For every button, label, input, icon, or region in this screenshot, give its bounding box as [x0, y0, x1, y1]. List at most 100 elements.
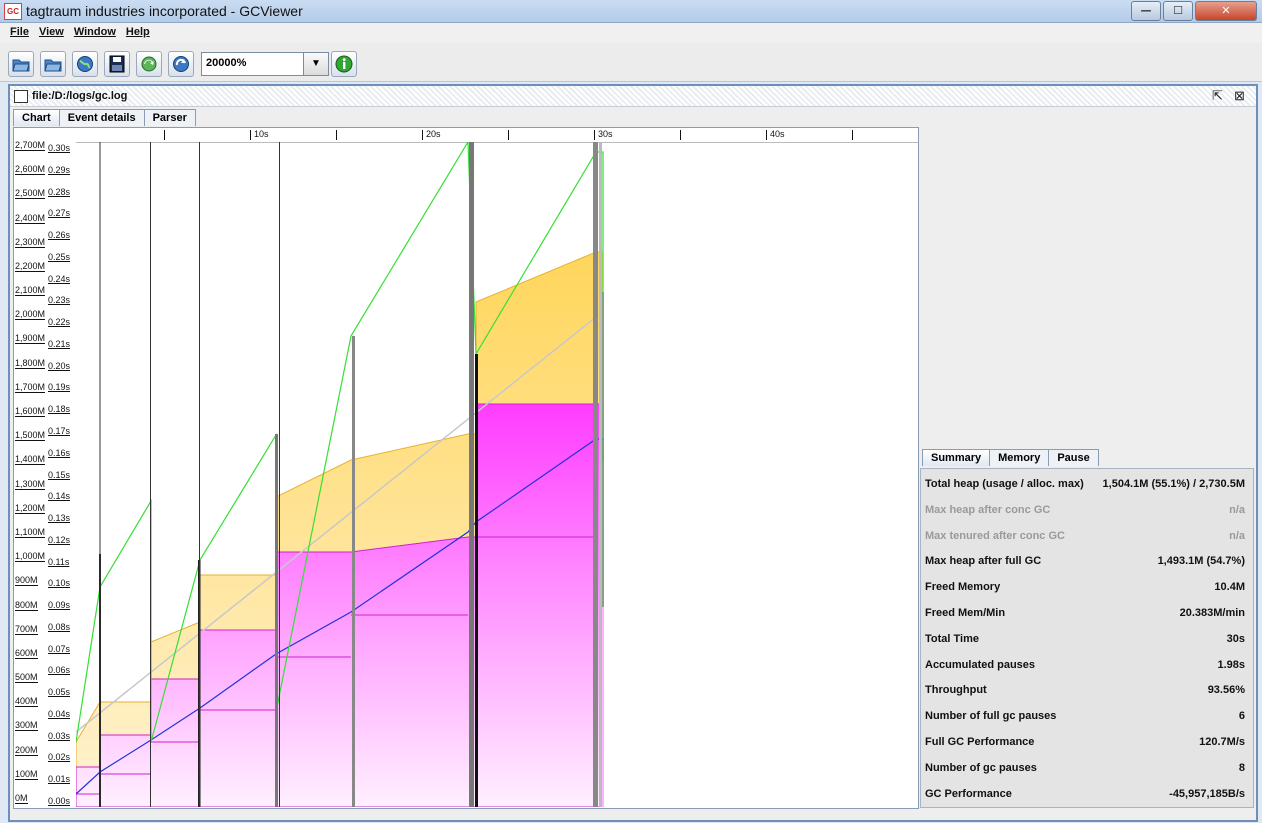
summary-row: Full GC Performance 120.7M/s	[925, 733, 1245, 751]
summary-row: Max heap after conc GC n/a	[925, 501, 1245, 519]
memory-axis-label: 800M	[15, 599, 38, 611]
pause-axis-label: 0.03s	[48, 730, 71, 741]
chart-panel[interactable]: 10s 20s 30s 40s 2,700M 2,600M 2,500M 2,400M…	[13, 127, 919, 809]
pause-axis-label: 0.30s	[48, 143, 71, 153]
watch-button[interactable]	[168, 51, 194, 77]
refresh-button[interactable]	[136, 51, 162, 77]
pause-axis-label: 0.22s	[48, 317, 71, 328]
summary-label: Total heap (usage / alloc. max)	[925, 478, 1084, 490]
memory-axis-label: 1,200M	[15, 502, 46, 514]
pause-axis-label: 0.18s	[48, 404, 71, 415]
menu-help[interactable]: Help	[125, 26, 150, 38]
summary-value: n/a	[1229, 529, 1245, 542]
close-button[interactable]: ✕	[1195, 1, 1257, 21]
gc-pause-bar	[199, 142, 200, 807]
menu-window[interactable]: Window	[73, 26, 116, 38]
summary-row: Number of full gc pauses 6	[925, 707, 1245, 725]
maximize-button[interactable]: ☐	[1163, 1, 1193, 21]
zoom-input[interactable]	[202, 53, 306, 73]
gc-pause-bar	[352, 336, 355, 807]
gc-pause-bar	[279, 142, 280, 807]
summary-row: Max heap after full GC 1,493.1M (54.7%)	[925, 552, 1245, 570]
pause-axis-label: 0.17s	[48, 425, 71, 436]
tab-summary[interactable]: Summary	[922, 449, 991, 466]
chevron-down-icon[interactable]: ▼	[303, 53, 328, 75]
memory-axis-label: 1,400M	[15, 454, 46, 466]
summary-value: 20.383M/min	[1179, 607, 1245, 619]
timeline-label: 30s	[598, 129, 613, 139]
memory-axis-label: 2,000M	[15, 309, 46, 321]
summary-value: 1,504.1M (55.1%) / 2,730.5M	[1102, 478, 1245, 490]
memory-axis-label: 2,300M	[15, 236, 46, 248]
summary-label: Max tenured after conc GC	[925, 529, 1065, 542]
memory-axis-label: 200M	[15, 744, 38, 756]
summary-panel: Total heap (usage / alloc. max) 1,504.1M …	[920, 468, 1254, 808]
menu-file[interactable]: File	[10, 26, 29, 38]
info-icon	[335, 55, 353, 73]
summary-row: Total heap (usage / alloc. max) 1,504.1M …	[925, 475, 1245, 493]
close-icon[interactable]: ⊠	[1234, 88, 1245, 103]
summary-row: Max tenured after conc GC n/a	[925, 527, 1245, 545]
pause-axis-label: 0.02s	[48, 752, 71, 763]
folder-icon	[12, 59, 30, 72]
document-path: file:/D:/logs/gc.log	[32, 90, 128, 102]
globe-icon	[77, 56, 93, 72]
pause-axis-label: 0.15s	[48, 469, 71, 480]
pause-axis-label: 0.20s	[48, 360, 71, 371]
minimize-button[interactable]: —	[1131, 1, 1161, 21]
summary-value: 120.7M/s	[1199, 736, 1245, 748]
pause-axis-label: 0.04s	[48, 708, 71, 719]
memory-axis-label: 1,900M	[15, 333, 46, 345]
chart-tabs: Chart Event details Parser	[13, 109, 196, 127]
open-url-button[interactable]	[72, 51, 98, 77]
tab-pause[interactable]: Pause	[1048, 449, 1099, 466]
pause-axis-label: 0.10s	[48, 578, 71, 589]
memory-axis-label: 700M	[15, 623, 38, 635]
memory-axis-label: 1,700M	[15, 381, 46, 393]
summary-value: n/a	[1229, 503, 1245, 516]
add-file-button[interactable]	[40, 51, 66, 77]
memory-axis-label: 600M	[15, 647, 38, 659]
pause-axis-label: 0.26s	[48, 230, 71, 241]
restore-icon[interactable]: ⇱	[1212, 88, 1223, 103]
pause-axis-label: 0.01s	[48, 774, 71, 785]
summary-value: 1,493.1M (54.7%)	[1157, 555, 1245, 568]
open-file-button[interactable]	[8, 51, 34, 77]
memory-axis-label: 1,500M	[15, 430, 46, 442]
summary-value: 10.4M	[1214, 581, 1245, 594]
tab-chart[interactable]: Chart	[13, 109, 60, 126]
memory-axis-label: 2,400M	[15, 212, 46, 224]
memory-axis-label: 2,200M	[15, 260, 46, 272]
document-title-bar: file:/D:/logs/gc.log ⇱ ⊠	[10, 86, 1256, 107]
gc-pause-bar	[150, 142, 151, 807]
memory-axis-label: 2,700M	[15, 140, 46, 151]
gc-pause-bar	[599, 142, 602, 807]
document-window: file:/D:/logs/gc.log ⇱ ⊠ Chart Event deta…	[8, 84, 1258, 822]
summary-label: Number of full gc pauses	[925, 710, 1057, 723]
summary-row: GC Performance -45,957,185B/s	[925, 785, 1245, 803]
timeline-tick	[250, 130, 251, 140]
about-button[interactable]	[331, 51, 357, 77]
zoom-combobox[interactable]: ▼	[201, 52, 329, 76]
window-title: tagtraum industries incorporated - GCVie…	[26, 3, 303, 19]
menu-bar: File View Window Help	[0, 23, 1262, 43]
heap-trend-line	[76, 316, 597, 733]
save-icon	[109, 55, 125, 73]
export-button[interactable]	[104, 51, 130, 77]
summary-value: -45,957,185B/s	[1169, 787, 1245, 800]
summary-label: Freed Memory	[925, 581, 1001, 594]
tab-parser[interactable]: Parser	[143, 109, 196, 126]
pause-axis-label: 0.16s	[48, 447, 71, 458]
refresh-icon	[141, 56, 157, 72]
timeline-tick	[680, 130, 681, 140]
memory-axis-label: 400M	[15, 696, 38, 708]
reload-globe-icon	[173, 56, 189, 72]
tab-event-details[interactable]: Event details	[58, 109, 145, 126]
menu-view[interactable]: View	[38, 26, 64, 38]
timeline-label: 20s	[426, 129, 441, 139]
pause-axis-label: 0.29s	[48, 164, 71, 175]
gc-chart-plot[interactable]	[76, 142, 916, 807]
timeline-tick	[422, 130, 423, 140]
tab-memory[interactable]: Memory	[989, 449, 1050, 466]
memory-axis-label: 2,100M	[15, 285, 46, 297]
